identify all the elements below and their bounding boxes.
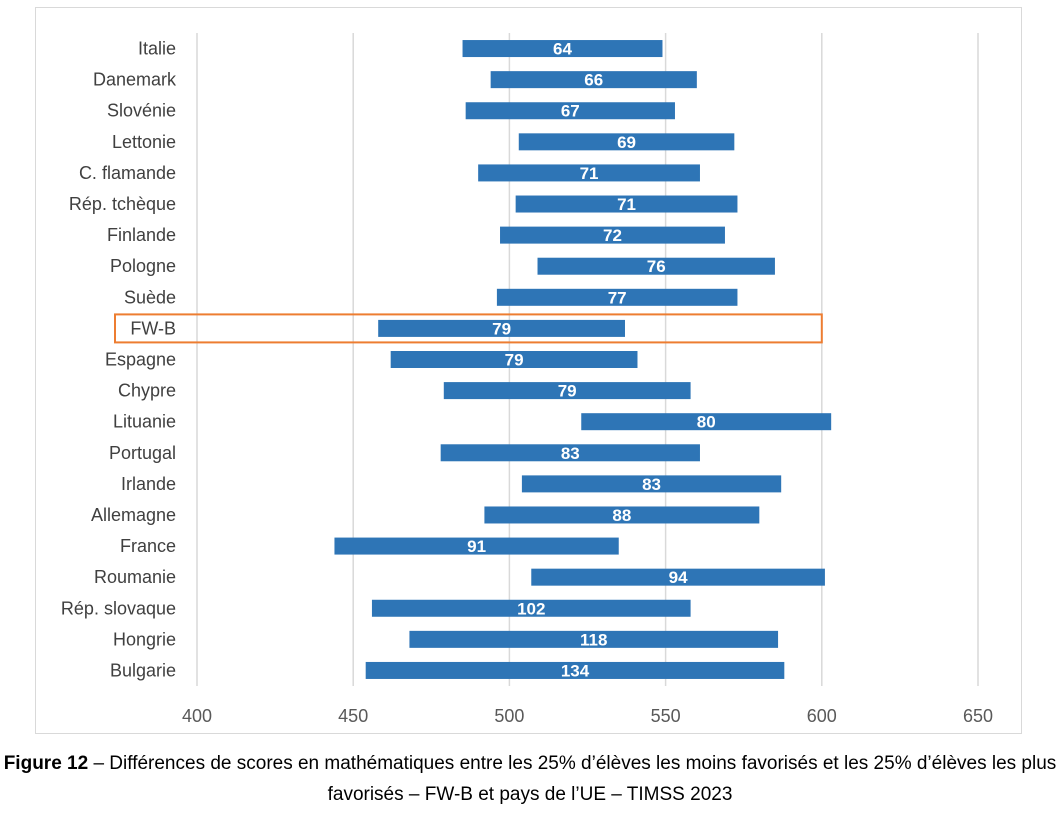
range-bar (478, 164, 700, 182)
data-label: 72 (603, 226, 622, 245)
category-label: Lettonie (112, 132, 176, 152)
range-bar (334, 537, 619, 555)
data-label: 69 (617, 133, 636, 152)
range-bar (490, 71, 697, 89)
category-label: C. flamande (79, 163, 176, 183)
range-bar (390, 351, 638, 368)
range-bar (371, 599, 691, 617)
x-tick-label: 500 (494, 706, 524, 726)
range-bar (518, 133, 735, 151)
range-bar (378, 319, 625, 337)
figure-caption: Figure 12 – Différences de scores en mat… (0, 748, 1060, 810)
range-bar (443, 382, 691, 400)
category-label: Slovénie (107, 101, 176, 121)
data-label: 76 (647, 257, 666, 276)
data-label: 67 (561, 102, 580, 121)
range-bar (496, 288, 738, 306)
range-bar (515, 195, 738, 213)
category-label: Espagne (105, 350, 176, 370)
range-bar (537, 257, 775, 275)
category-label: Danemark (93, 70, 177, 90)
data-label: 66 (584, 71, 603, 90)
x-tick-label: 550 (651, 706, 681, 726)
data-label: 71 (580, 164, 599, 183)
data-label: 64 (553, 40, 572, 59)
category-label: Italie (138, 39, 176, 59)
data-label: 79 (505, 351, 524, 370)
category-label: Suède (124, 287, 176, 307)
category-label: Irlande (121, 474, 176, 494)
category-label: Finlande (107, 225, 176, 245)
category-label: France (120, 536, 176, 556)
data-label: 88 (612, 506, 631, 525)
data-label: 71 (617, 195, 636, 214)
category-label: Allemagne (91, 505, 176, 525)
x-tick-label: 400 (182, 706, 212, 726)
highlight-box (114, 313, 823, 344)
category-label: Hongrie (113, 629, 176, 649)
chart-plot: 400 450 500 550 600 650 Italie 64 Danemark 66 Slov… (61, 33, 993, 726)
category-label: FW-B (130, 318, 176, 338)
range-bar (521, 475, 782, 493)
data-label: 94 (669, 568, 688, 587)
range-bar (409, 630, 779, 648)
range-bar (440, 444, 700, 462)
range-bar (465, 102, 675, 120)
data-label: 77 (608, 288, 627, 307)
data-label: 79 (492, 319, 511, 338)
x-tick-label: 600 (807, 706, 837, 726)
range-bar (500, 226, 725, 244)
category-label: Chypre (118, 381, 176, 401)
chart-frame (35, 7, 1022, 734)
category-label: Rép. slovaque (61, 598, 176, 618)
x-tick-label: 450 (338, 706, 368, 726)
data-label: 83 (642, 475, 661, 494)
data-label: 79 (558, 382, 577, 401)
range-bar (531, 568, 825, 586)
range-bar (365, 661, 785, 679)
data-label: 118 (580, 630, 607, 649)
caption-text: – Différences de scores en mathématiques… (88, 753, 1057, 805)
data-label: 83 (561, 444, 580, 463)
caption-prefix: Figure 12 (3, 753, 89, 774)
category-label: Rép. tchèque (69, 194, 176, 214)
data-label: 91 (467, 537, 486, 556)
data-label: 80 (697, 413, 716, 432)
category-label: Lituanie (113, 412, 176, 432)
data-label: 102 (517, 599, 545, 618)
x-tick-label: 650 (963, 706, 993, 726)
range-bar (484, 506, 760, 524)
category-label: Bulgarie (110, 660, 176, 680)
data-label: 134 (561, 661, 590, 680)
category-label: Roumanie (94, 567, 176, 587)
category-label: Pologne (110, 256, 176, 276)
category-label: Portugal (109, 443, 176, 463)
range-bar (462, 40, 663, 58)
range-bar (581, 413, 832, 431)
